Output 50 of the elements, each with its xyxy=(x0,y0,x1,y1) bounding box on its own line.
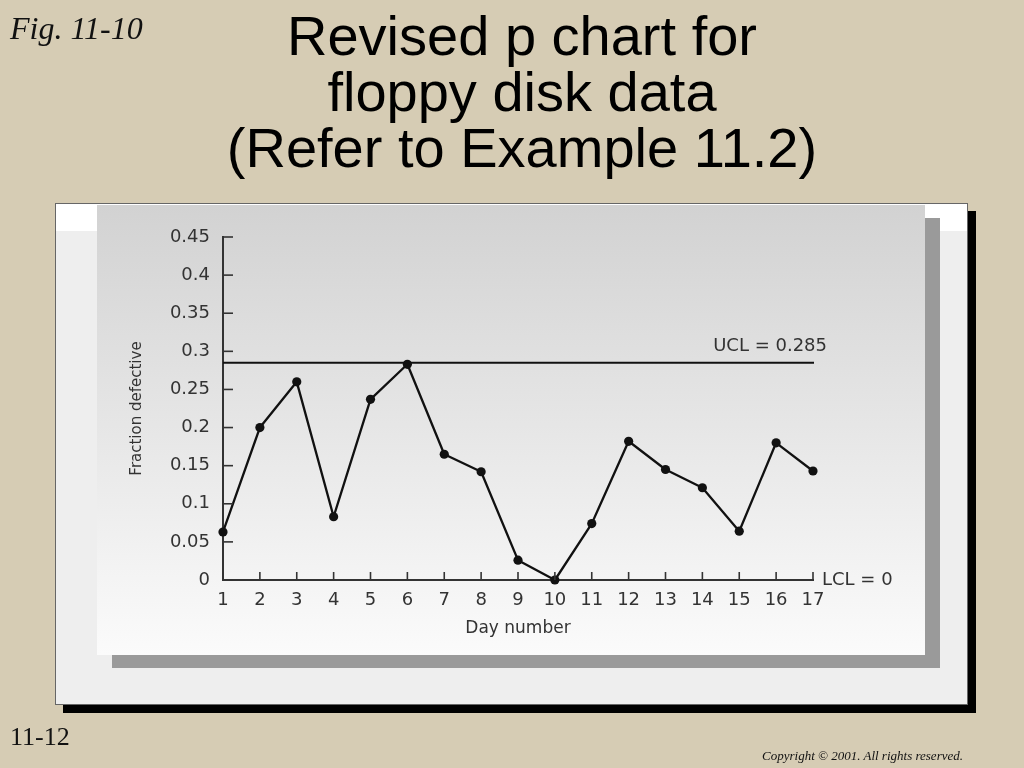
y-tick-label: 0.1 xyxy=(181,491,210,513)
y-tick-label: 0.35 xyxy=(169,300,210,322)
y-tick-label: 0.3 xyxy=(181,339,210,361)
x-tick-label: 10 xyxy=(543,588,567,610)
point xyxy=(329,512,339,522)
y-tick-label: 0.15 xyxy=(169,453,210,475)
point xyxy=(587,519,597,529)
point xyxy=(255,422,265,433)
caption: Fig. 11-10 xyxy=(10,10,143,47)
point xyxy=(771,438,781,448)
text: LCL = 0 xyxy=(822,568,893,590)
point xyxy=(218,527,228,537)
point xyxy=(808,466,818,476)
x-tick-label: 1 xyxy=(217,588,229,610)
x-tick-label: 12 xyxy=(617,588,641,610)
point xyxy=(292,377,302,387)
x-tick-label: 8 xyxy=(475,588,487,610)
x-tick-label: 4 xyxy=(327,588,340,610)
x-axis-title: Day number xyxy=(465,617,571,638)
point xyxy=(624,436,634,446)
text: Copyright © 2001. All rights reserved. xyxy=(762,748,963,764)
y-tick-label: 0.2 xyxy=(181,415,210,437)
x-tick-label: 11 xyxy=(580,588,604,610)
x-tick-label: 7 xyxy=(438,588,450,610)
x-tick-label: 6 xyxy=(401,588,414,610)
x-tick-label: 15 xyxy=(727,588,751,610)
x-tick-label: 16 xyxy=(764,588,788,610)
y-tick-label: 0.4 xyxy=(181,262,210,284)
point xyxy=(513,555,523,565)
text: 11-12 xyxy=(10,722,70,752)
y-tick-label: 0.25 xyxy=(169,377,210,399)
x-tick-label: 5 xyxy=(364,588,377,610)
point xyxy=(660,464,671,475)
point xyxy=(697,483,707,493)
x-tick-label: 17 xyxy=(801,588,825,610)
y-tick-label: 0 xyxy=(198,567,210,589)
y-tick-label: 0.05 xyxy=(169,529,210,551)
x-tick-label: 9 xyxy=(512,588,524,610)
point xyxy=(402,359,412,369)
point xyxy=(476,467,486,477)
ref-line-label: UCL = 0.285 xyxy=(713,334,827,356)
x-tick-label: 3 xyxy=(291,588,303,610)
point xyxy=(439,449,449,459)
x-tick-label: 2 xyxy=(254,588,266,610)
y-tick-label: 0.45 xyxy=(169,224,210,246)
point xyxy=(734,526,744,536)
point xyxy=(365,394,376,404)
y-axis-title: Fraction defective xyxy=(126,341,145,476)
x-tick-label: 14 xyxy=(690,588,714,610)
x-tick-label: 13 xyxy=(654,588,677,610)
